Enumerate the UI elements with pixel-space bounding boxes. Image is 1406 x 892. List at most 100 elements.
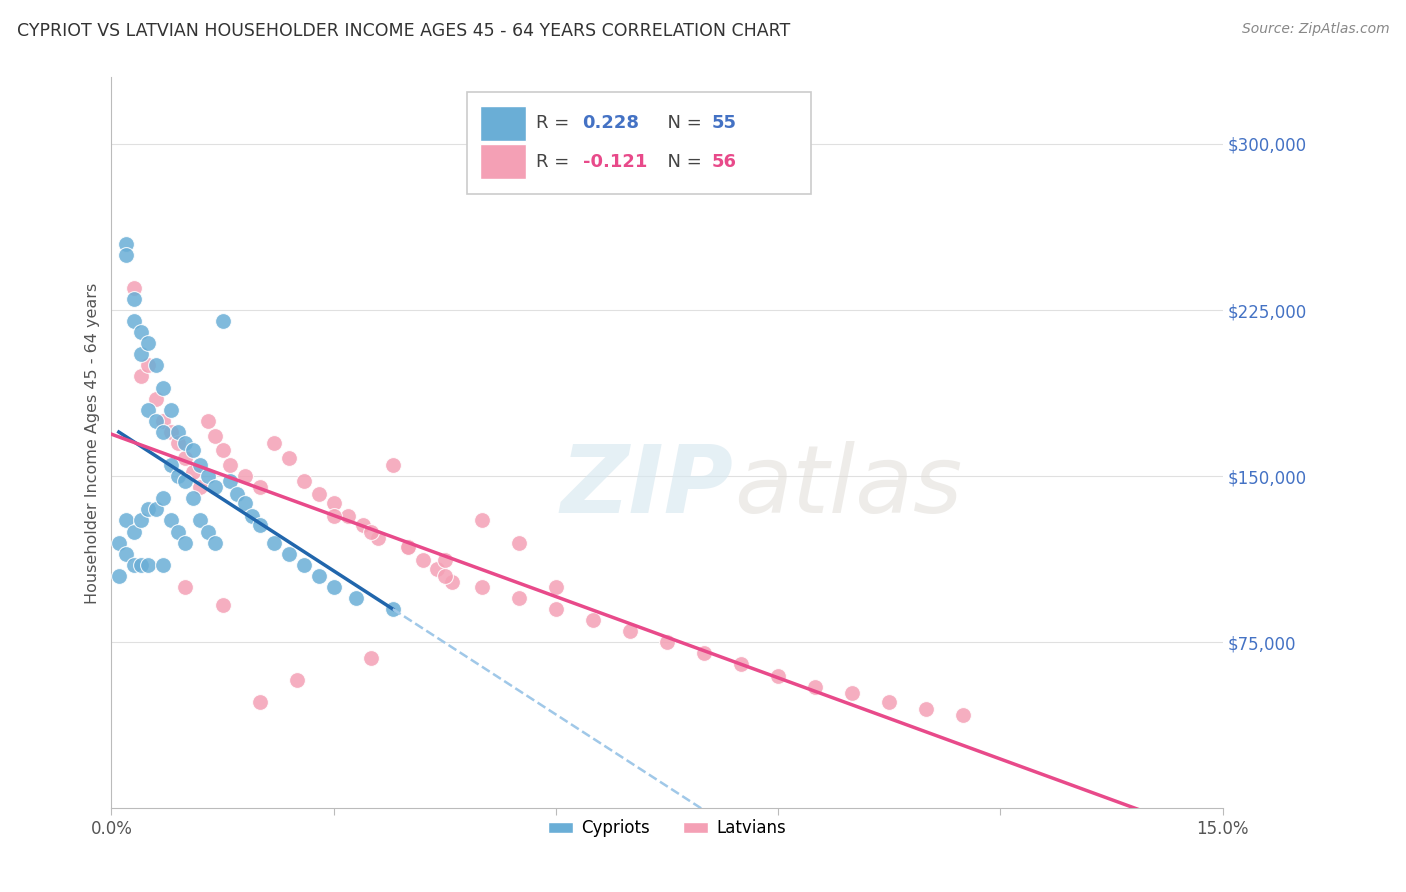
Point bbox=[278, 547, 301, 561]
Point bbox=[426, 562, 449, 576]
Point bbox=[197, 414, 219, 428]
Point bbox=[167, 524, 190, 539]
Point bbox=[396, 540, 419, 554]
Point bbox=[174, 580, 197, 594]
Point bbox=[108, 569, 131, 583]
Point bbox=[152, 491, 174, 506]
Point bbox=[145, 414, 167, 428]
Point bbox=[152, 380, 174, 394]
Point bbox=[249, 517, 271, 532]
Point bbox=[412, 553, 434, 567]
Point bbox=[197, 524, 219, 539]
Point bbox=[337, 509, 360, 524]
Point bbox=[197, 469, 219, 483]
Point bbox=[249, 480, 271, 494]
Point bbox=[129, 347, 152, 361]
Point bbox=[115, 547, 138, 561]
Point bbox=[544, 580, 567, 594]
Y-axis label: Householder Income Ages 45 - 64 years: Householder Income Ages 45 - 64 years bbox=[86, 282, 100, 604]
FancyBboxPatch shape bbox=[467, 92, 811, 194]
Point bbox=[204, 429, 226, 443]
FancyBboxPatch shape bbox=[481, 106, 526, 141]
Point bbox=[877, 695, 900, 709]
Point bbox=[263, 535, 285, 549]
Point bbox=[263, 436, 285, 450]
Point bbox=[129, 325, 152, 339]
Point bbox=[145, 392, 167, 406]
Point bbox=[115, 236, 138, 251]
Point bbox=[322, 580, 344, 594]
Point bbox=[204, 535, 226, 549]
Point bbox=[766, 668, 789, 682]
Point bbox=[367, 531, 389, 545]
Point bbox=[145, 502, 167, 516]
Point bbox=[159, 458, 181, 472]
Point bbox=[122, 281, 145, 295]
Point bbox=[952, 708, 974, 723]
Point bbox=[159, 425, 181, 439]
Point bbox=[730, 657, 752, 672]
Point bbox=[167, 469, 190, 483]
Point bbox=[433, 553, 456, 567]
Point bbox=[396, 540, 419, 554]
Point bbox=[167, 425, 190, 439]
Point bbox=[352, 517, 374, 532]
Point bbox=[344, 591, 367, 605]
Point bbox=[211, 598, 233, 612]
Point bbox=[204, 480, 226, 494]
Point bbox=[152, 414, 174, 428]
Text: R =: R = bbox=[536, 114, 575, 133]
Text: N =: N = bbox=[655, 153, 707, 170]
Point bbox=[188, 513, 211, 527]
FancyBboxPatch shape bbox=[481, 144, 526, 179]
Point bbox=[655, 635, 678, 649]
Point bbox=[159, 402, 181, 417]
Text: CYPRIOT VS LATVIAN HOUSEHOLDER INCOME AGES 45 - 64 YEARS CORRELATION CHART: CYPRIOT VS LATVIAN HOUSEHOLDER INCOME AG… bbox=[17, 22, 790, 40]
Point bbox=[322, 509, 344, 524]
Point bbox=[122, 524, 145, 539]
Text: ZIP: ZIP bbox=[561, 441, 734, 533]
Text: 55: 55 bbox=[711, 114, 737, 133]
Point bbox=[240, 509, 263, 524]
Point bbox=[138, 359, 160, 373]
Point bbox=[129, 513, 152, 527]
Point bbox=[188, 458, 211, 472]
Point bbox=[211, 442, 233, 457]
Point bbox=[619, 624, 641, 639]
Point bbox=[122, 558, 145, 572]
Point bbox=[152, 425, 174, 439]
Point bbox=[360, 524, 382, 539]
Point bbox=[174, 474, 197, 488]
Point bbox=[308, 569, 330, 583]
Point bbox=[181, 465, 204, 479]
Text: -0.121: -0.121 bbox=[582, 153, 647, 170]
Point bbox=[129, 369, 152, 384]
Point bbox=[138, 558, 160, 572]
Point bbox=[174, 451, 197, 466]
Text: atlas: atlas bbox=[734, 442, 962, 533]
Point bbox=[508, 535, 530, 549]
Point bbox=[292, 558, 315, 572]
Point bbox=[249, 695, 271, 709]
Point bbox=[360, 650, 382, 665]
Point bbox=[693, 646, 716, 660]
Point bbox=[115, 513, 138, 527]
Point bbox=[285, 673, 308, 687]
Point bbox=[308, 487, 330, 501]
Point bbox=[508, 591, 530, 605]
Text: Source: ZipAtlas.com: Source: ZipAtlas.com bbox=[1241, 22, 1389, 37]
Text: 56: 56 bbox=[711, 153, 737, 170]
Point bbox=[292, 474, 315, 488]
Point bbox=[122, 314, 145, 328]
Point bbox=[167, 436, 190, 450]
Point bbox=[219, 458, 242, 472]
Point bbox=[138, 502, 160, 516]
Point bbox=[233, 469, 256, 483]
Point bbox=[441, 575, 464, 590]
Point bbox=[322, 496, 344, 510]
Point bbox=[181, 491, 204, 506]
Point bbox=[433, 569, 456, 583]
Point bbox=[145, 359, 167, 373]
Point bbox=[174, 436, 197, 450]
Point bbox=[138, 336, 160, 351]
